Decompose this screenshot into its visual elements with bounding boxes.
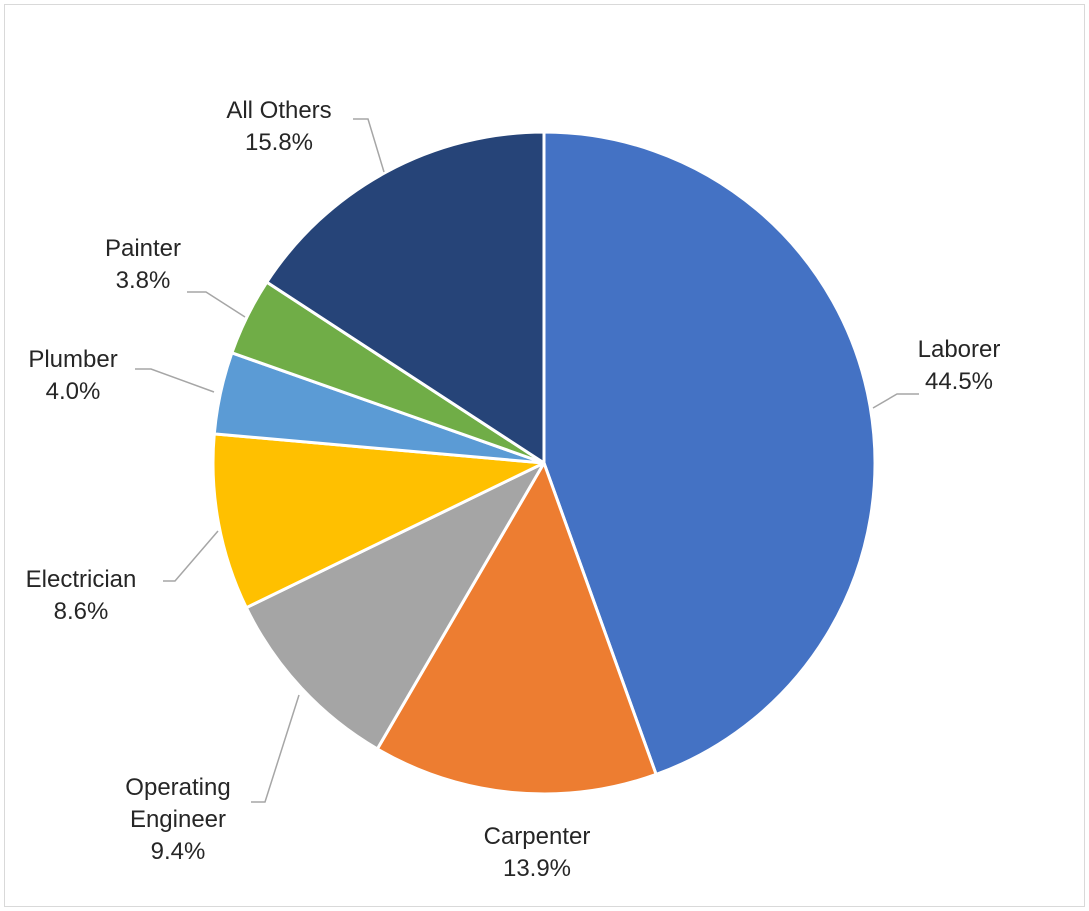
- slice-carpenter: [375, 461, 658, 796]
- slice-value-label: 13.9%: [503, 855, 571, 882]
- data-label-plumber: Plumber 4.0%: [28, 346, 117, 405]
- slice-electrician: [211, 432, 546, 610]
- slice-value-label: 4.0%: [46, 378, 101, 405]
- leader-line-operating-engineer: [251, 694, 300, 803]
- slice-category-label: Operating: [125, 774, 230, 801]
- slice-category-label: Plumber: [28, 346, 117, 373]
- leader-line-electrician: [163, 530, 219, 582]
- pie-chart: Laborer 44.5% Carpenter 13.9% Operating Engin…: [26, 97, 1001, 882]
- slice-laborer: [542, 130, 877, 776]
- slice-category-label: Electrician: [26, 566, 137, 593]
- data-label-painter: Painter 3.8%: [105, 235, 181, 294]
- slice-category-label: Laborer: [918, 336, 1001, 363]
- pie-slices: [211, 130, 877, 796]
- data-labels: Laborer 44.5% Carpenter 13.9% Operating Engin…: [26, 97, 1001, 882]
- slice-category-label: All Others: [226, 97, 331, 124]
- slice-category-label: Engineer: [130, 806, 226, 833]
- leader-line-all-others: [353, 118, 385, 173]
- data-label-laborer: Laborer 44.5%: [918, 336, 1001, 395]
- slice-value-label: 44.5%: [925, 368, 993, 395]
- slice-category-label: Painter: [105, 235, 181, 262]
- slice-value-label: 8.6%: [54, 598, 109, 625]
- leader-line-laborer: [872, 393, 919, 409]
- data-label-operating-engineer: Operating Engineer 9.4%: [125, 774, 230, 865]
- chart-area: Laborer 44.5% Carpenter 13.9% Operating Engin…: [4, 4, 1085, 907]
- leader-line-plumber: [135, 368, 215, 393]
- data-label-electrician: Electrician 8.6%: [26, 566, 137, 625]
- slice-all-others: [265, 130, 546, 465]
- leader-lines: [135, 118, 919, 803]
- data-label-carpenter: Carpenter 13.9%: [484, 823, 591, 882]
- slice-category-label: Carpenter: [484, 823, 591, 850]
- slice-value-label: 3.8%: [116, 267, 171, 294]
- leader-line-painter: [187, 291, 246, 318]
- slice-value-label: 15.8%: [245, 129, 313, 156]
- slice-operating-engineer: [244, 461, 546, 751]
- slice-value-label: 9.4%: [151, 838, 206, 865]
- data-label-all-others: All Others 15.8%: [226, 97, 331, 156]
